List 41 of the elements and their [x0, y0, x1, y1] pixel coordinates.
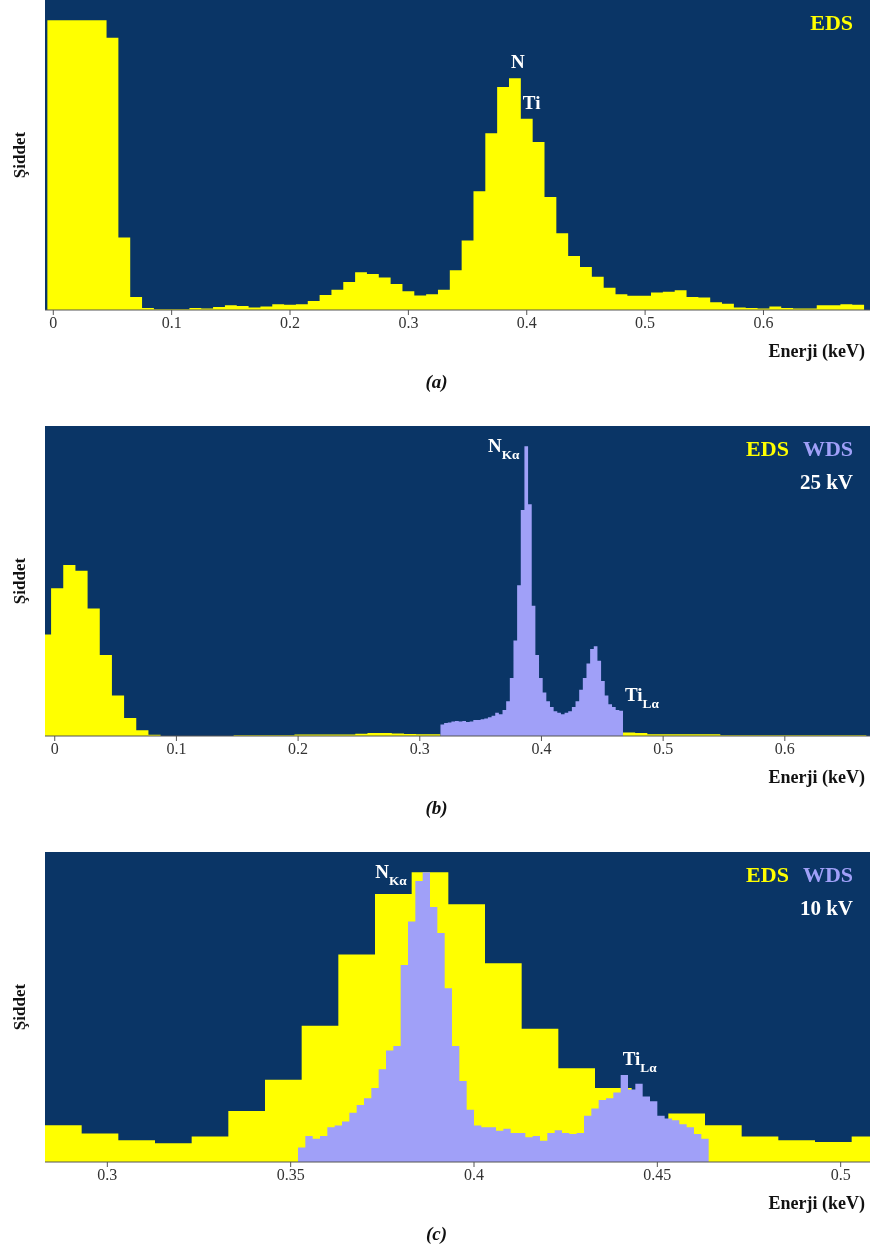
text: EDS: [746, 862, 789, 887]
annotation: 25 kV: [799, 470, 853, 495]
x-tick-label: 0.4: [516, 314, 537, 332]
x-tick-label: 0.6: [753, 314, 774, 332]
annotation: Ti$_{Lα}$: [622, 1048, 658, 1075]
annotation: Ti: [522, 92, 541, 114]
x-tick-label: 0: [49, 314, 58, 332]
x-tick-label: 0.3: [409, 740, 430, 758]
annotation: 10 kV: [799, 896, 853, 921]
x-axis-title: Enerji (keV): [768, 341, 865, 362]
x-tick-label: 0.5: [830, 1166, 851, 1184]
x-tick-label: 0.1: [166, 740, 187, 758]
text: WDS: [802, 436, 853, 461]
x-tick-label: 0.4: [531, 740, 552, 758]
annotation: N$_{Kα}$: [375, 861, 408, 888]
x-axis-title: Enerji (keV): [768, 1193, 865, 1214]
x-tick-label: 0: [50, 740, 59, 758]
x-tick-label: 0.35: [276, 1166, 305, 1184]
annotation: Ti$_{Lα}$: [624, 684, 660, 711]
x-tick-label: 0.2: [280, 314, 301, 332]
y-axis-title: Şiddet: [10, 131, 30, 179]
text: (a): [424, 371, 449, 393]
text: (b): [424, 797, 449, 819]
x-tick-label: 0.6: [774, 740, 795, 758]
y-axis-title: Şiddet: [10, 983, 30, 1031]
x-tick-label: 0.5: [653, 740, 674, 758]
x-tick-label: 0.3: [398, 314, 419, 332]
x-axis-title: Enerji (keV): [768, 767, 865, 788]
x-tick-label: 0.2: [288, 740, 309, 758]
text: EDS: [746, 436, 789, 461]
annotation: N: [510, 51, 525, 73]
x-tick-label: 0.4: [464, 1166, 484, 1184]
text: EDS: [810, 10, 853, 35]
text: (c): [424, 1223, 449, 1245]
text: WDS: [802, 862, 853, 887]
x-tick-label: 0.5: [635, 314, 656, 332]
y-axis-title: Şiddet: [10, 557, 30, 605]
x-tick-label: 0.3: [97, 1166, 118, 1184]
annotation: N$_{Kα}$: [487, 435, 520, 462]
x-tick-label: 0.1: [161, 314, 182, 332]
x-tick-label: 0.45: [643, 1166, 672, 1184]
